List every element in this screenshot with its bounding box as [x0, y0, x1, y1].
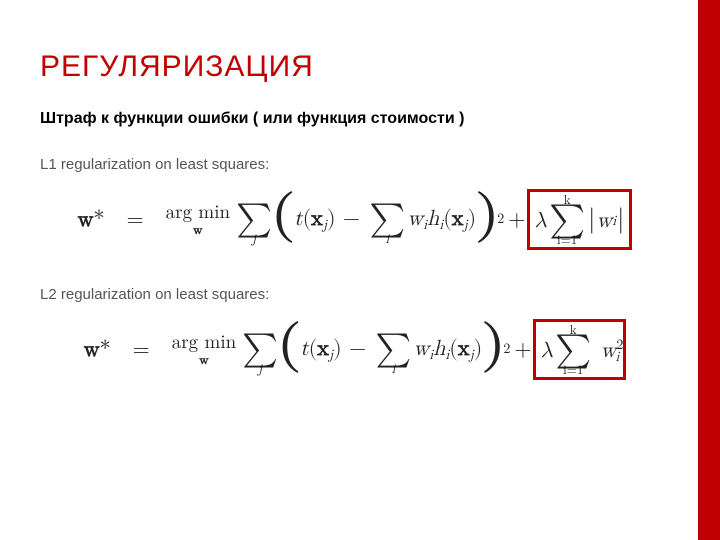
argmin: arg min w [172, 333, 236, 367]
slide-subtitle: Штраф к функции ошибки ( или функция сто… [40, 110, 670, 128]
l1-label: L1 regularization on least squares: [40, 156, 670, 173]
slide-content: РЕГУЛЯРИЗАЦИЯ Штраф к функции ошибки ( и… [0, 0, 720, 386]
slide-title: РЕГУЛЯРИЗАЦИЯ [40, 50, 670, 84]
argmin: arg min w [166, 203, 230, 237]
l2-label: L2 regularization on least squares: [40, 286, 670, 303]
l2-reg-term: λ k ∑ i=1 w2i [533, 319, 626, 380]
l1-reg-term: λ k ∑ i=1 |wi| [527, 189, 632, 250]
sum-j: ∑ j [242, 323, 278, 376]
l1-formula: w* = arg min w ∑ j ( t(xj) − ∑ i wihi(xj… [40, 183, 670, 256]
sum-i-inner: ∑ i [369, 193, 405, 246]
l2-formula: w* = arg min w ∑ j ( t(xj) − ∑ i wihi(xj… [40, 313, 670, 386]
sum-j: ∑ j [236, 193, 272, 246]
side-accent-bar [698, 0, 720, 540]
sum-i-inner: ∑ i [375, 323, 411, 376]
